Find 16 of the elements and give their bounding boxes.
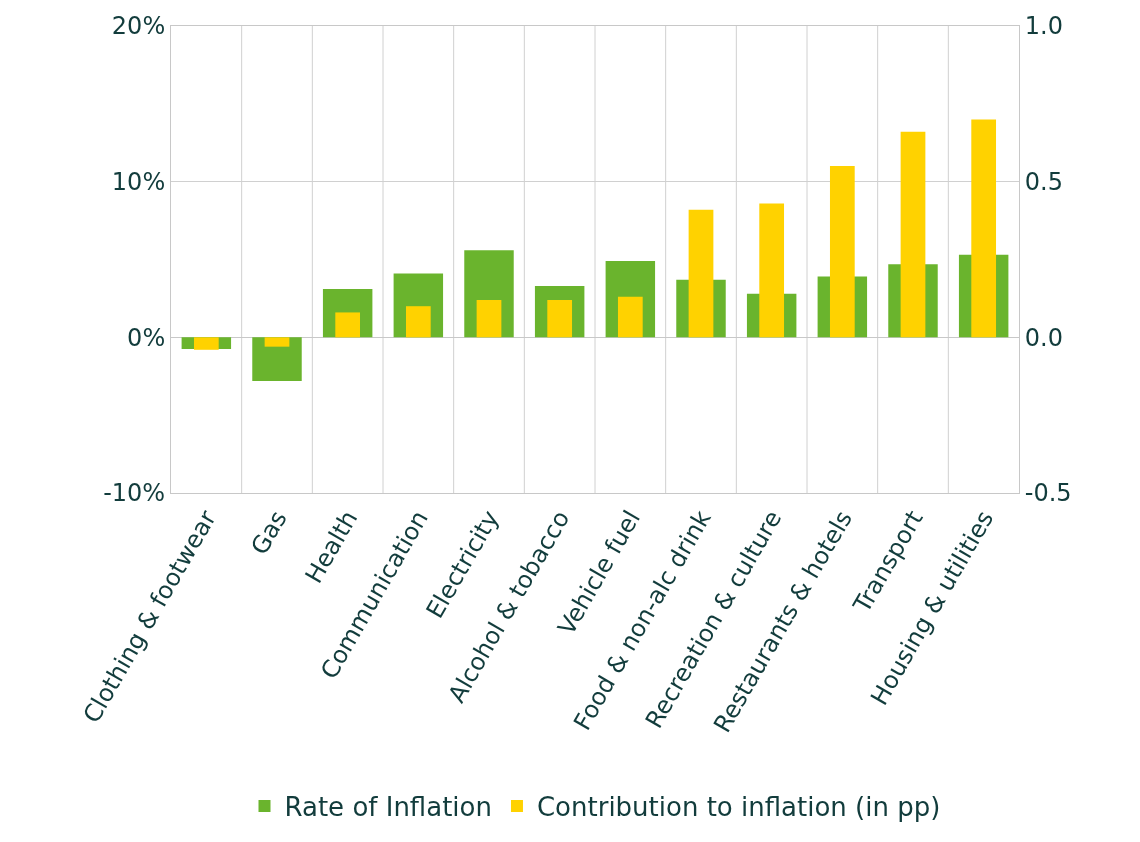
y-tick-label: 10% — [111, 168, 166, 197]
bar — [405, 306, 431, 338]
legend-label: Contribution to inflation (in pp) — [536, 792, 941, 823]
bar — [617, 296, 643, 338]
y-tick-label: -10% — [103, 479, 166, 508]
y2-tick-label: -0.5 — [1024, 479, 1072, 508]
legend-label: Rate of Inflation — [284, 792, 492, 823]
bar — [335, 312, 361, 338]
bar — [264, 337, 290, 347]
bar — [547, 299, 573, 338]
y2-tick-label: 0.5 — [1024, 168, 1063, 197]
y2-tick-label: 1.0 — [1024, 12, 1063, 41]
y2-tick-label: 0.0 — [1024, 323, 1063, 352]
y-tick-label: 0% — [127, 323, 166, 352]
y-tick-label: 20% — [111, 12, 166, 41]
bar — [476, 299, 502, 338]
